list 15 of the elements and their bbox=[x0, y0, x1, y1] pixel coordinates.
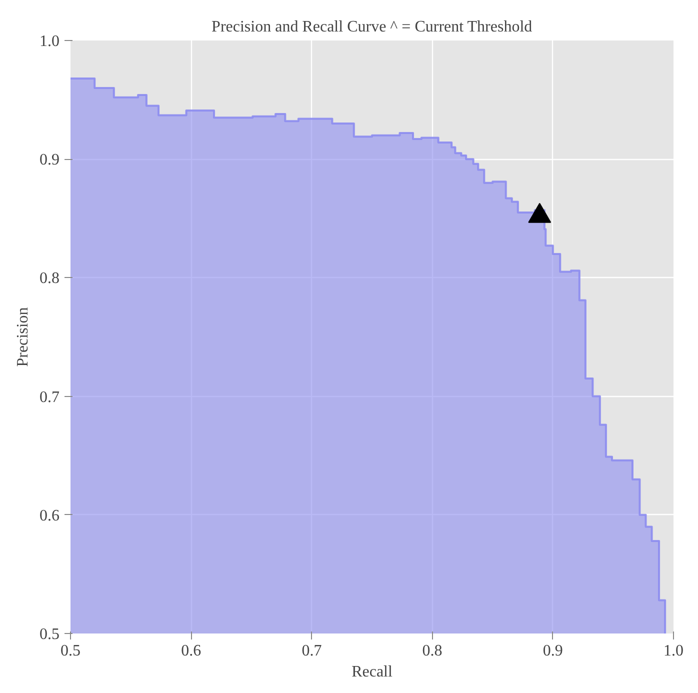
x-axis-title: Recall bbox=[352, 664, 393, 680]
x-tick-label: 0.5 bbox=[60, 642, 80, 660]
y-axis-title: Precision bbox=[14, 307, 32, 367]
y-tick-label: 0.9 bbox=[40, 152, 60, 169]
y-tick-label: 0.7 bbox=[40, 388, 60, 406]
y-tick-label: 0.8 bbox=[40, 270, 60, 288]
chart-title: Precision and Recall Curve ^ = Current Threshold bbox=[212, 18, 532, 36]
y-tick-label: 0.5 bbox=[40, 626, 60, 643]
x-tick-label: 0.7 bbox=[302, 642, 322, 660]
x-tick-label: 0.9 bbox=[542, 642, 563, 660]
x-tick-label: 0.6 bbox=[181, 642, 202, 660]
x-tick-label: 1.0 bbox=[664, 642, 684, 660]
y-tick-label: 0.6 bbox=[40, 507, 60, 524]
x-tick-label: 0.8 bbox=[422, 642, 442, 660]
y-tick-label: 1.0 bbox=[40, 33, 60, 50]
